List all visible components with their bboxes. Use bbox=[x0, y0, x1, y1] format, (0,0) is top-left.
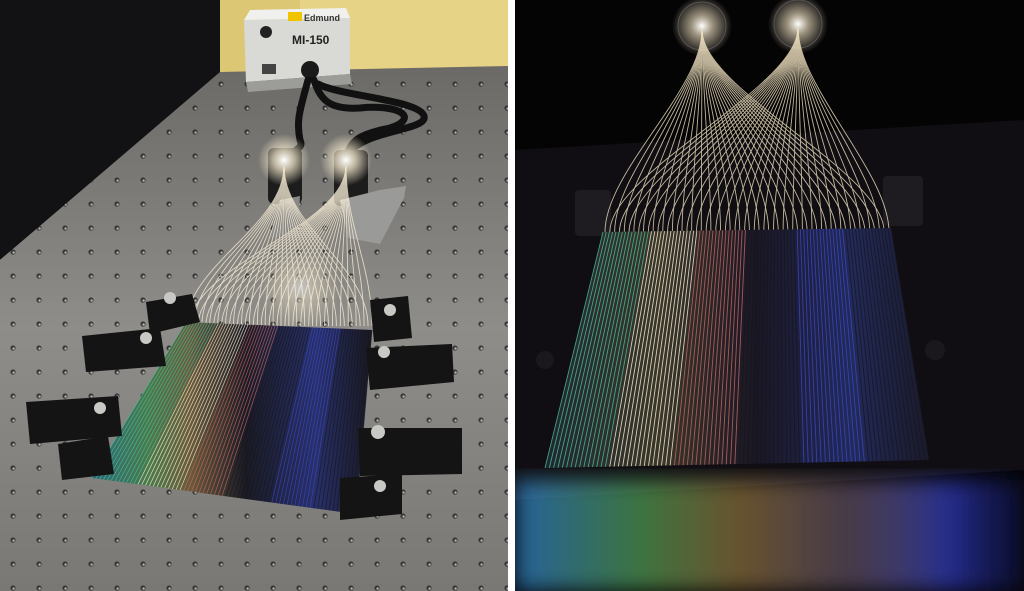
knob-icon bbox=[260, 26, 272, 38]
dark-cabinet bbox=[0, 0, 220, 260]
left-photo: Edmund MI-150 bbox=[0, 0, 508, 591]
light-glow-3 bbox=[672, 0, 732, 56]
right-photo-scene bbox=[515, 0, 1024, 591]
switch-icon bbox=[262, 64, 276, 74]
mount-block bbox=[575, 190, 611, 236]
light-glow-4 bbox=[768, 0, 828, 54]
clamp-screws bbox=[94, 292, 396, 492]
brand-label: Edmund bbox=[304, 13, 340, 23]
light-glow-2 bbox=[320, 134, 372, 186]
fiber-bundles-right bbox=[604, 27, 890, 233]
color-reflection bbox=[515, 480, 1024, 591]
right-photo bbox=[515, 0, 1024, 591]
light-glow-1 bbox=[258, 134, 310, 186]
woven-fabric-right bbox=[545, 228, 929, 468]
light-source-box: Edmund MI-150 bbox=[244, 8, 352, 92]
left-photo-scene: Edmund MI-150 bbox=[0, 0, 508, 591]
model-label: MI-150 bbox=[292, 33, 330, 47]
fiber-port-icon bbox=[301, 61, 319, 79]
image-divider bbox=[508, 0, 515, 591]
